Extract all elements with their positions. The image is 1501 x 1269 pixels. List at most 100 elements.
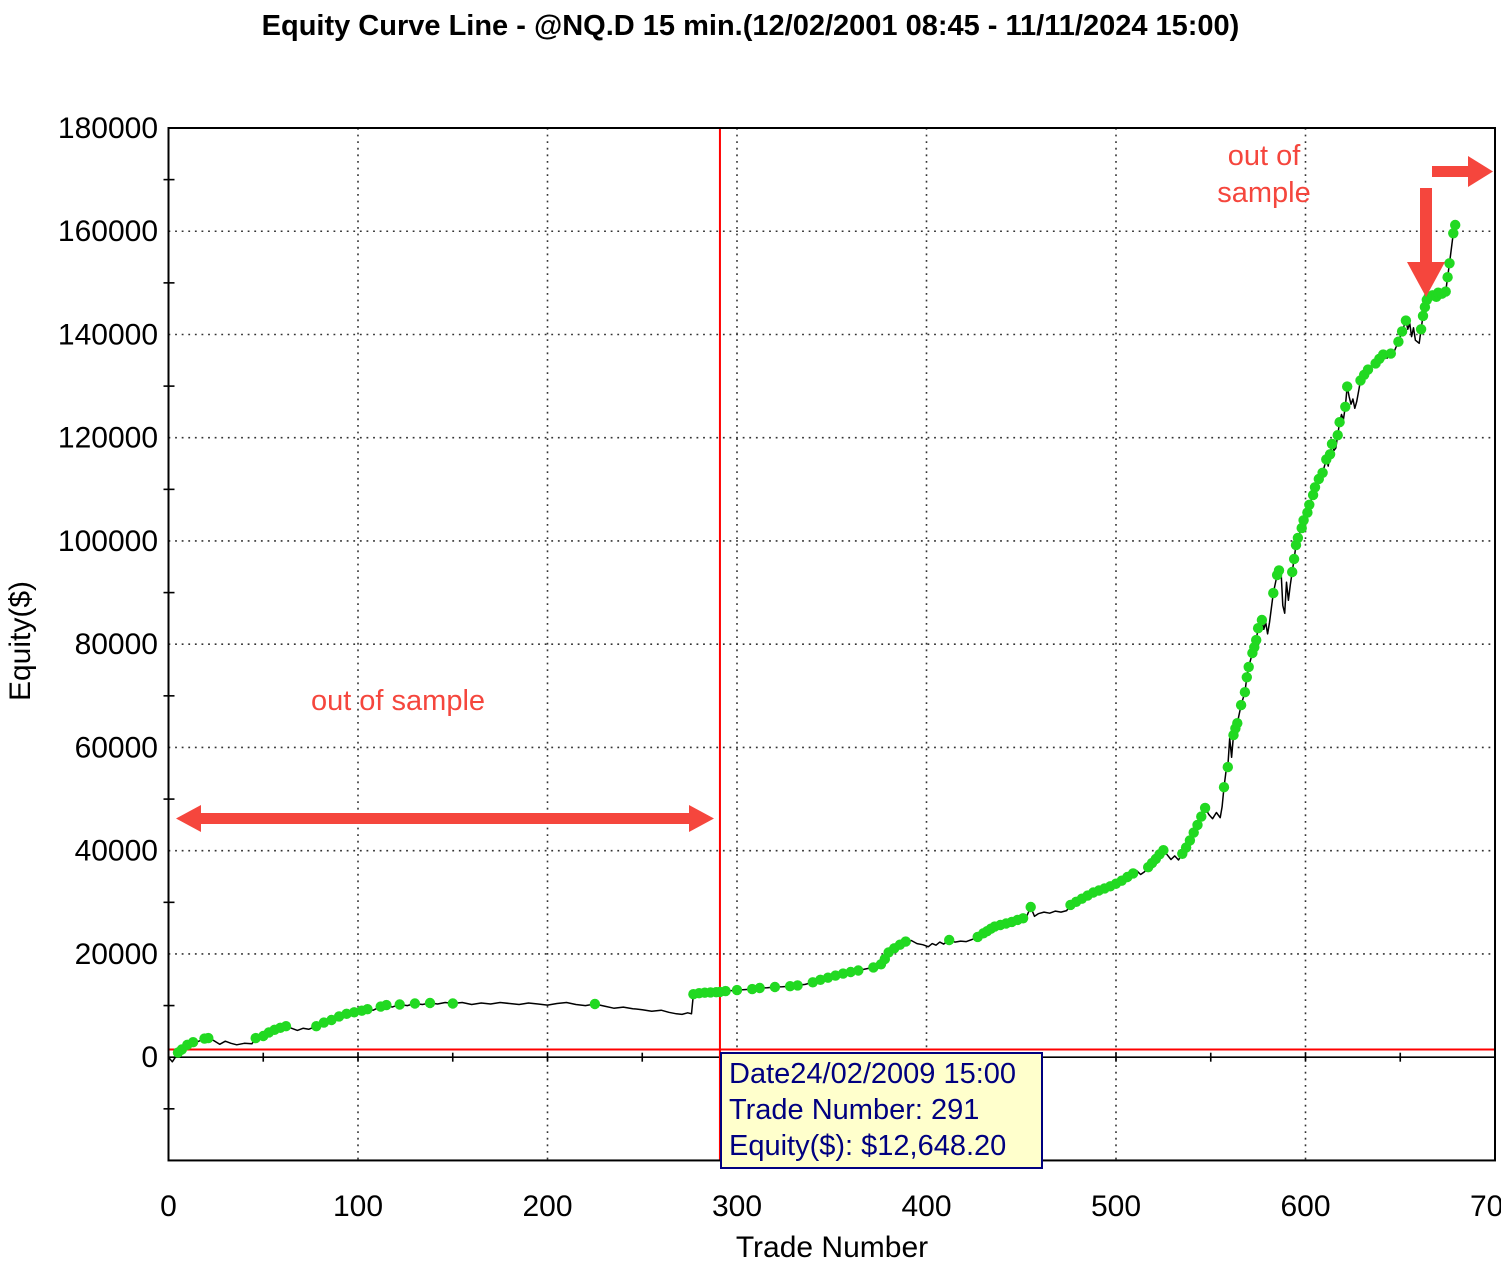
x-tick-label: 500: [1091, 1190, 1141, 1223]
right-arrow-head: [1468, 156, 1493, 187]
data-tip-date: Date24/02/2009 15:00: [729, 1058, 1017, 1090]
trade-marker-dot: [187, 1037, 199, 1048]
y-tick-label: 160000: [58, 215, 158, 248]
x-tick-label: 600: [1280, 1190, 1330, 1223]
x-tick-label: 100: [333, 1190, 383, 1223]
trade-marker-dot: [409, 998, 421, 1009]
trade-marker-dot: [1243, 661, 1254, 673]
trade-marker-dot: [1385, 348, 1397, 359]
x-tick-label: 400: [901, 1190, 951, 1223]
out-of-sample-label-right-line1: out of: [1227, 140, 1301, 172]
trade-marker-dot: [280, 1020, 292, 1032]
y-tick-label: 120000: [58, 422, 158, 455]
y-tick-label: 100000: [58, 525, 158, 558]
out-of-sample-label-right: out of sample: [1164, 138, 1364, 212]
trade-marker-dot: [1218, 782, 1230, 793]
x-axis-title: Trade Number: [735, 1231, 929, 1264]
y-tick-label: 180000: [58, 112, 158, 145]
trade-marker-dot: [1342, 381, 1353, 392]
trade-marker-dot: [1444, 258, 1455, 269]
y-tick-label: 0: [141, 1041, 158, 1074]
trade-marker-dot: [792, 980, 803, 991]
trade-marker-dot: [1448, 228, 1459, 239]
x-tick-label: 300: [712, 1190, 762, 1223]
y-tick-label: 60000: [75, 731, 158, 764]
trade-marker-dot: [944, 934, 955, 946]
data-tip-equity: Equity($): $12,648.20: [729, 1130, 1007, 1162]
trade-marker-dot: [754, 982, 765, 994]
out-of-sample-label-left: out of sample: [310, 685, 486, 717]
down-arrow-head: [1407, 262, 1445, 297]
trade-marker-dot: [1288, 553, 1300, 565]
down-arrow-shaft: [1420, 188, 1432, 263]
trade-marker-dot: [1298, 515, 1309, 526]
trade-marker-dot: [1192, 819, 1203, 831]
trade-marker-dot: [1256, 614, 1268, 626]
trade-marker-dot: [1241, 672, 1253, 683]
in-sample-arrow-head-left: [176, 805, 201, 832]
trade-marker-dot: [1400, 315, 1412, 326]
trade-marker-dot: [1296, 522, 1307, 534]
trade-marker-dot: [1396, 326, 1408, 337]
trade-marker-dot: [394, 999, 405, 1010]
x-tick-label: 200: [522, 1190, 572, 1223]
trade-marker-dot: [1268, 587, 1279, 599]
trade-marker-dot: [1332, 430, 1343, 441]
trade-marker-dot: [1127, 868, 1139, 879]
trade-marker-dot: [1309, 482, 1321, 493]
data-tip-box: Date24/02/2009 15:00 Trade Number: 291 E…: [720, 1052, 1043, 1169]
trade-marker-dot: [1440, 286, 1451, 297]
equity-curve-line: [167, 224, 1456, 1063]
trade-marker-dot: [1304, 499, 1315, 510]
trade-marker-dot: [447, 998, 458, 1009]
trade-marker-dot: [1442, 272, 1453, 283]
trade-marker-dot: [1158, 845, 1169, 856]
trade-marker-dot: [1235, 699, 1247, 711]
trade-marker-dot: [900, 936, 911, 947]
trade-marker-dot: [1222, 761, 1234, 773]
trade-marker-dot: [1378, 349, 1389, 360]
trade-marker-dot: [1252, 623, 1264, 634]
trade-marker-dot: [589, 998, 601, 1010]
trade-marker-dot: [1292, 532, 1304, 544]
trade-marker-dot: [1188, 827, 1199, 838]
trade-marker-dot: [1324, 449, 1336, 460]
trade-marker-dot: [1196, 811, 1207, 822]
y-axis-title: Equity($): [4, 580, 37, 702]
right-arrow-shaft: [1432, 166, 1470, 177]
trade-marker-dot: [1326, 438, 1338, 450]
y-tick-label: 140000: [58, 318, 158, 351]
trade-marker-dot: [1239, 687, 1251, 698]
trade-marker-dot: [1184, 835, 1196, 846]
trade-marker-dot: [1287, 566, 1298, 578]
trade-marker-dot: [424, 997, 436, 1009]
trade-marker-dot: [1302, 507, 1313, 518]
trade-marker-dot: [1232, 718, 1243, 729]
in-sample-arrow-head-right: [689, 805, 714, 832]
trade-marker-dot: [203, 1032, 214, 1044]
trade-marker-dot: [362, 1004, 373, 1015]
trade-marker-dot: [720, 985, 731, 997]
y-tick-label: 80000: [75, 628, 158, 661]
trade-marker-dot: [1393, 336, 1404, 347]
data-tip-trade-number: Trade Number: 291: [729, 1094, 980, 1126]
trade-marker-dot: [1317, 467, 1328, 478]
y-tick-label: 20000: [75, 938, 158, 971]
trade-marker-dot: [1450, 219, 1461, 231]
in-sample-arrow-shaft: [198, 813, 692, 824]
trade-marker-dot: [853, 965, 864, 976]
trade-marker-dot: [769, 981, 781, 993]
trade-marker-dot: [1273, 565, 1285, 576]
trade-marker-dot: [1334, 417, 1345, 428]
chart-title: Equity Curve Line - @NQ.D 15 min.(12/02/…: [261, 10, 1240, 42]
trade-marker-dot: [381, 999, 392, 1011]
trade-marker-dot: [1251, 634, 1262, 646]
trade-marker-dot: [1417, 310, 1429, 322]
trade-marker-dot: [1017, 913, 1029, 924]
trade-marker-dot: [1362, 364, 1374, 375]
out-of-sample-label-right-line2: sample: [1217, 177, 1311, 209]
x-tick-label: 700: [1470, 1190, 1501, 1223]
trade-marker-dot: [1199, 802, 1211, 814]
